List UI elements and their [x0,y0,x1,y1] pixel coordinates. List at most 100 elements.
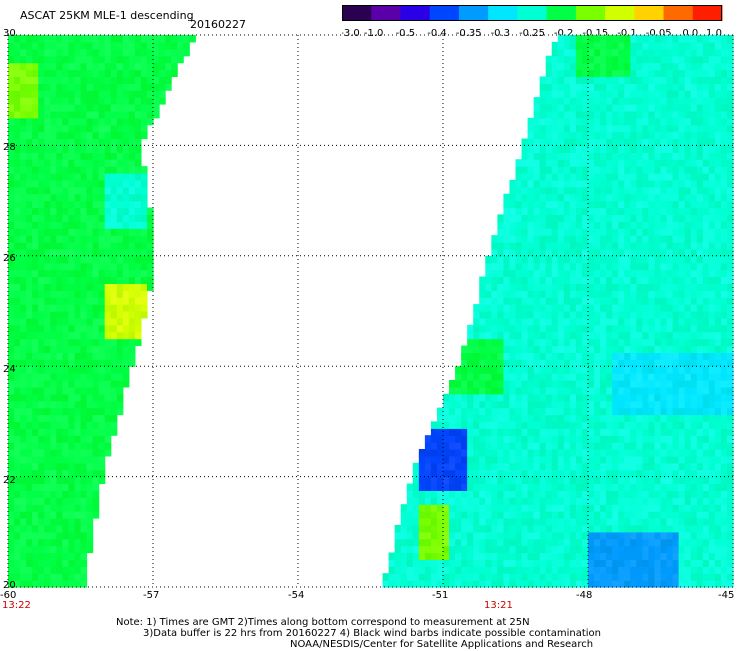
heatmap-cell [8,421,15,429]
heatmap-cell [515,317,523,326]
heatmap-cell [14,476,21,485]
heatmap-cell [497,359,505,367]
heatmap-cell [50,173,57,181]
heatmap-cell [636,490,643,498]
heatmap-cell [80,117,88,126]
heatmap-cell [606,428,613,436]
heatmap-cell [122,62,130,71]
heatmap-cell [491,497,498,505]
heatmap-cell [642,524,650,533]
heatmap-cell [92,173,100,181]
heatmap-cell [26,338,33,347]
heatmap-cell [62,283,70,291]
heatmap-cell [708,511,716,519]
heatmap-cell [606,407,613,416]
heatmap-cell [430,483,438,491]
heatmap-cell [503,262,511,271]
heatmap-cell [594,269,601,278]
heatmap-cell [648,524,656,533]
heatmap-cell [678,138,686,146]
heatmap-cell [110,400,118,409]
heatmap-cell [406,573,414,581]
heatmap-cell [98,407,106,416]
heatmap-cell [678,179,686,188]
heatmap-cell [509,449,517,457]
heatmap-cell [455,386,462,395]
heatmap-cell [672,552,680,560]
heatmap-cell [684,117,692,126]
heatmap-cell [479,552,486,560]
heatmap-cell [86,76,94,84]
heatmap-cell [551,504,559,512]
heatmap-cell [708,124,716,133]
heatmap-cell [74,373,82,381]
heatmap-cell [563,490,571,498]
heatmap-cell [68,228,76,236]
heatmap-cell [134,255,142,264]
heatmap-cell [672,90,680,98]
heatmap-cell [159,48,166,57]
heatmap-cell [50,152,57,160]
heatmap-cell [714,449,722,457]
heatmap-cell [14,297,21,305]
heatmap-cell [98,421,106,429]
heatmap-cell [702,159,710,167]
heatmap-cell [62,62,70,71]
heatmap-cell [20,173,27,181]
heatmap-cell [515,221,523,229]
heatmap-cell [527,414,535,422]
heatmap-cell [563,566,571,574]
heatmap-cell [497,393,505,402]
heatmap-cell [479,304,486,312]
heatmap-cell [594,400,601,409]
heatmap-cell [122,269,130,278]
heatmap-cell [690,290,698,298]
heatmap-cell [62,262,70,271]
heatmap-cell [702,290,710,298]
heatmap-cell [26,421,33,429]
heatmap-cell [545,400,553,409]
heatmap-cell [708,110,716,119]
heatmap-cell [68,179,76,188]
heatmap-cell [26,386,33,395]
heatmap-cell [678,483,686,491]
heatmap-cell [575,449,583,457]
heatmap-cell [606,166,613,174]
heatmap-cell [38,428,45,436]
heatmap-cell [68,262,76,271]
heatmap-cell [443,414,450,422]
heatmap-cell [527,214,535,222]
heatmap-cell [14,469,21,478]
heatmap-cell [503,386,511,395]
heatmap-cell [26,304,33,312]
heatmap-cell [624,290,631,298]
heatmap-cell [588,193,595,202]
heatmap-cell [509,552,517,560]
heatmap-cell [630,221,637,229]
heatmap-cell [551,497,559,505]
heatmap-cell [654,131,662,140]
heatmap-cell [98,290,106,298]
heatmap-cell [545,421,553,429]
heatmap-cell [551,531,559,540]
heatmap-cell [128,248,136,257]
heatmap-cell [648,366,656,374]
heatmap-cell [612,504,619,512]
heatmap-cell [32,97,39,105]
heatmap-cell [672,131,680,140]
heatmap-cell [551,518,559,526]
heatmap-cell [606,386,613,395]
heatmap-cell [430,538,438,547]
heatmap-cell [479,393,486,402]
heatmap-cell [80,41,88,50]
heatmap-cell [569,345,577,353]
heatmap-cell [618,221,625,229]
heatmap-cell [116,380,124,388]
heatmap-cell [575,407,583,416]
heatmap-cell [618,173,625,181]
heatmap-cell [467,476,474,485]
heatmap-cell [56,455,63,464]
heatmap-cell [672,331,680,340]
heatmap-cell [648,228,656,236]
heatmap-cell [509,476,517,485]
